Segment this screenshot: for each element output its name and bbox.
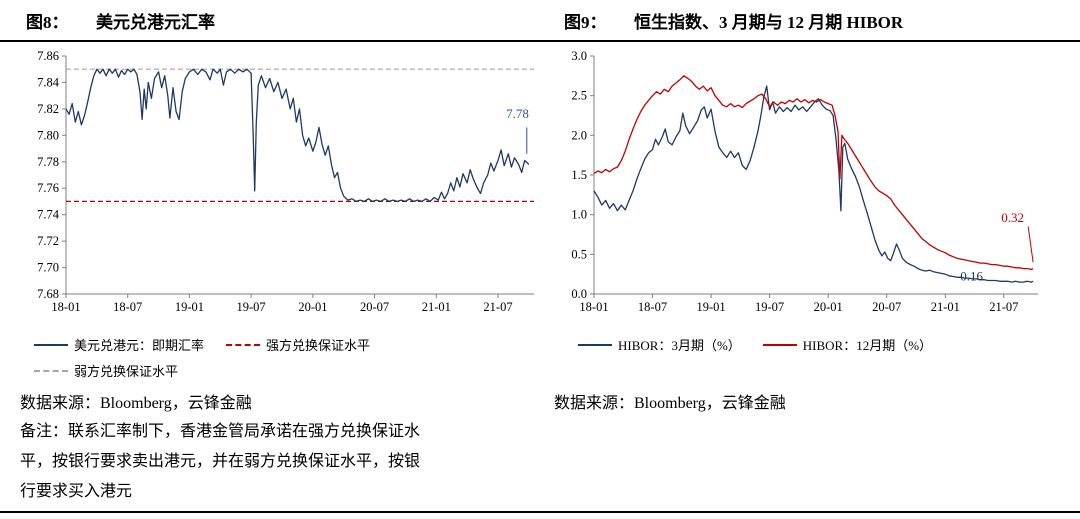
figure9-column: 0.0 0.5 1.0 1.5 2.0 2.5 3.0 18-01 18-07 19-01 19-0…: [540, 49, 1080, 507]
legend-item-weak-side: 弱方兑换保证水平: [34, 361, 178, 380]
svg-text:18-01: 18-01: [579, 300, 608, 314]
svg-text:7.70: 7.70: [37, 261, 59, 275]
hibor-3m-legend-label: HIBOR：3月期（%）: [618, 338, 741, 353]
svg-text:19-07: 19-07: [755, 300, 784, 314]
svg-text:7.78: 7.78: [37, 155, 59, 169]
svg-text:21-01: 21-01: [931, 300, 960, 314]
svg-text:7.82: 7.82: [37, 102, 59, 116]
svg-text:18-07: 18-07: [638, 300, 667, 314]
spot-rate-line-sample: [34, 343, 68, 346]
figure-titles-row: 图8： 美元兑港元汇率 图9： 恒生指数、3 月期与 12 月期 HIBOR: [0, 0, 1080, 42]
svg-text:7.74: 7.74: [37, 208, 60, 222]
svg-text:21-07: 21-07: [483, 300, 512, 314]
svg-text:19-01: 19-01: [697, 300, 726, 314]
svg-text:7.86: 7.86: [37, 50, 59, 63]
usd-hkd-exchange-rate-chart: 7.68 7.70 7.72 7.74 7.76 7.78 7.80 7.82 7.84 7.86…: [37, 49, 534, 314]
svg-text:1.0: 1.0: [571, 208, 587, 222]
svg-text:20-01: 20-01: [814, 300, 843, 314]
svg-text:7.84: 7.84: [37, 75, 60, 89]
svg-text:7.68: 7.68: [37, 287, 59, 301]
svg-text:21-07: 21-07: [989, 300, 1018, 314]
svg-text:7.72: 7.72: [37, 234, 59, 248]
legend-item-hibor-3m: HIBOR：3月期（%）: [578, 335, 741, 354]
svg-text:18-01: 18-01: [51, 300, 80, 314]
figure8-data-source: 数据来源：Bloomberg，云锋金融: [20, 395, 252, 412]
figure9-data-source: 数据来源：Bloomberg，云锋金融: [554, 395, 786, 412]
figure8-title: 图8： 美元兑港元汇率: [0, 8, 540, 33]
figures-content: 7.68 7.70 7.72 7.74 7.76 7.78 7.80 7.82 7.84 7.86…: [0, 42, 1080, 507]
svg-text:7.80: 7.80: [37, 128, 59, 142]
hibor-12m-legend-label: HIBOR：12月期（%）: [802, 338, 933, 353]
strong-side-line-sample: [226, 343, 261, 346]
weak-side-legend-label: 弱方兑换保证水平: [74, 364, 179, 379]
figure9-number: 图9：: [564, 12, 607, 32]
figure8-number: 图8：: [26, 12, 69, 32]
svg-text:20-01: 20-01: [298, 300, 327, 314]
svg-text:7.78: 7.78: [506, 106, 529, 121]
svg-text:18-07: 18-07: [113, 300, 142, 314]
legend-item-strong-side: 强方兑换保证水平: [226, 335, 370, 354]
hibor-legend: HIBOR：3月期（%） HIBOR：12月期（%）: [578, 335, 1080, 381]
figure8-note: 备注：联系汇率制下，香港金管局承诺在强方兑换保证水平，按银行要求卖出港元，并在弱…: [20, 423, 421, 500]
svg-text:19-01: 19-01: [175, 300, 204, 314]
svg-text:3.0: 3.0: [571, 50, 587, 63]
figure9-title: 图9： 恒生指数、3 月期与 12 月期 HIBOR: [540, 8, 1080, 33]
svg-text:20-07: 20-07: [360, 300, 389, 314]
strong-side-legend-label: 强方兑换保证水平: [266, 338, 371, 353]
svg-text:19-07: 19-07: [237, 300, 266, 314]
svg-text:2.0: 2.0: [571, 128, 587, 142]
svg-text:0.16: 0.16: [960, 269, 983, 284]
legend-item-spot-rate: 美元兑港元：即期汇率: [34, 335, 204, 354]
hibor-12m-line-sample: [762, 343, 797, 346]
svg-text:0.32: 0.32: [1001, 210, 1024, 225]
hibor-chart: 0.0 0.5 1.0 1.5 2.0 2.5 3.0 18-01 18-07 19-01 19-0…: [571, 49, 1038, 314]
svg-text:7.76: 7.76: [37, 181, 59, 195]
bottom-divider: [0, 511, 1080, 513]
figure9-name: 恒生指数、3 月期与 12 月期 HIBOR: [634, 12, 904, 32]
usd-hkd-legend: 美元兑港元：即期汇率 强方兑换保证水平 弱方兑换保证水平: [34, 335, 504, 381]
figure8-name: 美元兑港元汇率: [96, 12, 215, 32]
svg-text:21-01: 21-01: [422, 300, 451, 314]
spot-rate-legend-label: 美元兑港元：即期汇率: [74, 338, 205, 353]
legend-item-hibor-12m: HIBOR：12月期（%）: [762, 335, 933, 354]
hibor-3m-line-sample: [578, 343, 612, 346]
svg-text:0.5: 0.5: [571, 247, 587, 261]
weak-side-line-sample: [34, 369, 68, 372]
svg-text:0.0: 0.0: [571, 287, 587, 301]
svg-text:20-07: 20-07: [872, 300, 901, 314]
svg-text:2.5: 2.5: [571, 89, 587, 103]
svg-text:1.5: 1.5: [571, 168, 587, 182]
figure8-column: 7.68 7.70 7.72 7.74 7.76 7.78 7.80 7.82 7.84 7.86…: [0, 49, 540, 507]
